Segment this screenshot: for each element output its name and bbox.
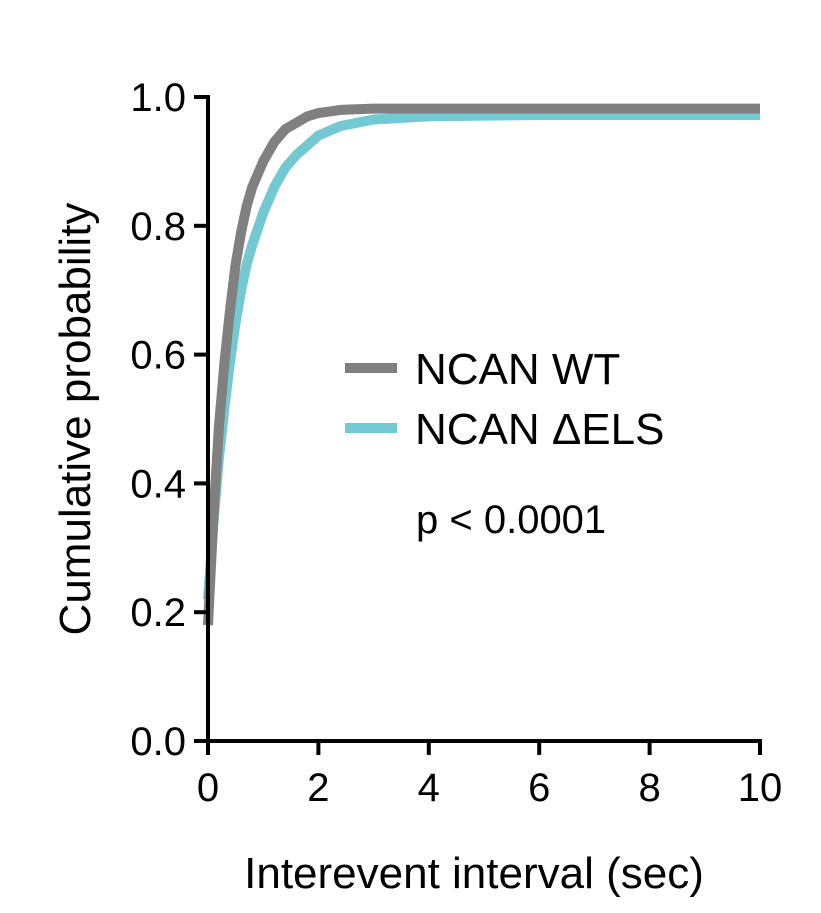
- x-tick-label: 10: [738, 766, 783, 810]
- y-tick-label: 1.0: [130, 76, 186, 120]
- legend-label-ncan-dels: NCAN ΔELS: [415, 405, 664, 454]
- x-tick-label: 6: [528, 766, 550, 810]
- y-axis-label: Cumulative probability: [51, 203, 100, 636]
- y-tick-label: 0.6: [130, 334, 186, 378]
- x-tick-label: 8: [638, 766, 660, 810]
- x-axis-label: Interevent interval (sec): [244, 849, 704, 898]
- y-tick-label: 0.8: [130, 205, 186, 249]
- p-value-annotation: p < 0.0001: [416, 498, 606, 542]
- y-tick-label: 0.0: [130, 720, 186, 764]
- x-tick-label: 4: [418, 766, 440, 810]
- y-tick-label: 0.2: [130, 591, 186, 635]
- axes: [206, 95, 762, 743]
- series-line-ncan-wt: [203, 103, 760, 626]
- x-tick-label: 0: [197, 766, 219, 810]
- y-tick-label: 0.4: [130, 462, 186, 506]
- legend: NCAN WT NCAN ΔELS: [345, 345, 664, 454]
- axis-ticks: 0.0 0.2 0.4 0.6 0.8 1.0 0 2 4 6 8 10: [130, 76, 782, 810]
- x-tick-label: 2: [307, 766, 329, 810]
- data-lines: [203, 103, 760, 626]
- legend-label-ncan-wt: NCAN WT: [415, 345, 620, 394]
